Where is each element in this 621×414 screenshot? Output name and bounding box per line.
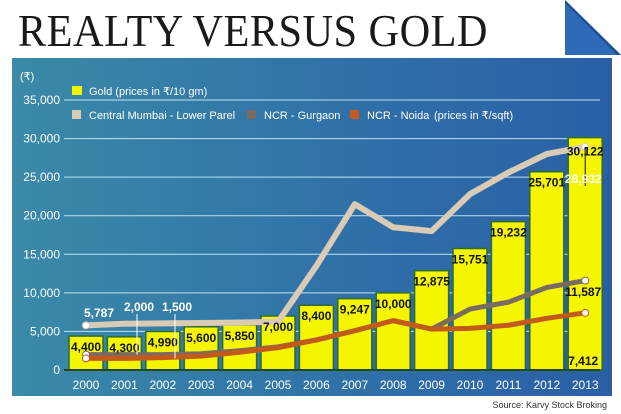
corner-fold-decoration [565,0,621,55]
bar-value-label: 25,701 [528,176,565,190]
line-ncr-noida [83,310,588,361]
bar-value-label: 15,751 [452,252,489,266]
x-tick-label: 2011 [495,378,521,392]
bar-gold-2012 [529,170,565,371]
legend-swatch [72,110,81,119]
line-endpoint-marker [581,308,590,317]
x-tick-label: 2013 [572,378,599,392]
y-tick-label: 5,000 [30,324,60,338]
source-note: Source: Karvy Stock Broking [492,400,607,410]
legend-swatch-gold [72,86,82,95]
x-tick-label: 2001 [111,378,138,392]
y-tick-label: 30,000 [23,132,60,146]
y-tick-label: 35,000 [23,93,60,107]
bar-value-label: 12,875 [413,275,450,289]
bar-value-label: 4,300 [109,341,139,355]
x-tick-label: 2005 [265,378,292,392]
bar-value-label: 9,247 [340,303,370,317]
x-tick-label: 2010 [457,378,484,392]
chart-title: REALTY VERSUS GOLD [18,5,488,56]
y-tick-label: 10,000 [23,286,60,300]
x-tick-label: 2000 [73,378,100,392]
x-tick-label: 2002 [149,378,176,392]
bar-gold-2002 [145,330,181,371]
bar-value-label: 8,400 [301,309,331,323]
x-tick-label: 2003 [188,378,215,392]
bar-value-label: 4,990 [148,336,178,350]
legend-label: Central Mumbai - Lower Parel [89,110,235,122]
bar-value-label: 7,000 [263,320,293,334]
y-tick-label: 0 [53,363,60,377]
x-tick-label: 2006 [303,378,330,392]
bar-value-label: 5,600 [186,331,216,345]
annotation-label: 11,587 [565,285,601,299]
x-tick-label: 2004 [226,378,253,392]
bar-value-label: 19,232 [490,226,527,240]
annotation-label: 7,412 [568,354,598,368]
bar-gold-2003 [183,326,219,371]
line-endpoint-marker [581,276,590,285]
annotation-label: 28,932 [565,172,602,186]
y-tick-label: 15,000 [23,247,60,261]
line-central-mumbai-lower-parel [83,143,589,329]
legend-label-gold: Gold (prices in ₹/10 gm) [89,86,207,98]
legend-label: NCR - Gurgaon [264,110,340,122]
annotation-label: 2,000 [124,300,154,314]
bar-value-label: 5,850 [225,329,255,343]
y-axis-label: (₹) [20,71,34,83]
y-tick-label: 20,000 [23,209,60,223]
y-tick-label: 25,000 [23,170,60,184]
x-tick-label: 2009 [418,378,445,392]
line-endpoint-marker [82,321,90,330]
legend-note: (prices in ₹/sqft) [434,110,513,122]
bar-value-label: 10,000 [375,297,412,311]
bar-value-label: 4,400 [71,340,101,354]
bar-gold-2009 [413,269,450,371]
legend-swatch [350,110,359,119]
legend-swatch [247,110,256,119]
line-endpoint-marker [82,354,90,363]
x-tick-label: 2012 [533,378,560,392]
annotation-label: 1,500 [162,300,192,314]
bar-gold-2008 [375,292,411,371]
legend-label: NCR - Noida [367,110,430,122]
annotation-label: 5,787 [84,306,114,320]
x-tick-label: 2008 [380,378,407,392]
x-tick-label: 2007 [341,378,368,392]
